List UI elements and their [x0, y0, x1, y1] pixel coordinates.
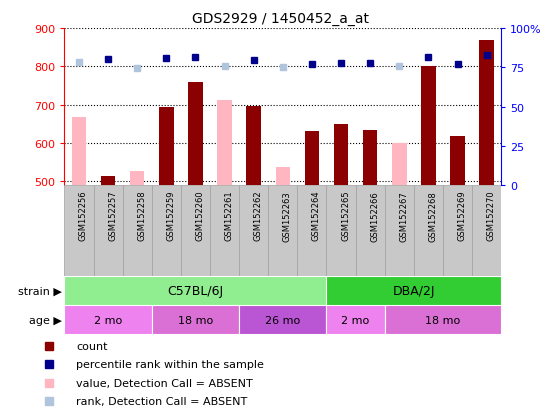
Bar [356, 186, 385, 277]
Bar [443, 186, 472, 277]
Text: DBA/2J: DBA/2J [393, 285, 435, 298]
Text: GSM152263: GSM152263 [283, 190, 292, 241]
Text: 18 mo: 18 mo [426, 315, 460, 325]
Text: 2 mo: 2 mo [94, 315, 122, 325]
Bar [239, 306, 326, 335]
Bar [326, 306, 385, 335]
Bar [246, 107, 261, 186]
Bar [276, 168, 290, 186]
Bar [450, 136, 465, 186]
Bar [334, 124, 348, 186]
Text: GSM152264: GSM152264 [312, 190, 321, 241]
Bar [130, 172, 144, 186]
Text: GSM152260: GSM152260 [195, 190, 204, 241]
Bar [305, 131, 319, 186]
Bar [472, 186, 501, 277]
Bar [188, 83, 203, 186]
Text: 26 mo: 26 mo [265, 315, 300, 325]
Text: GSM152269: GSM152269 [458, 190, 466, 241]
Bar [64, 186, 94, 277]
Bar [64, 277, 326, 306]
Text: GSM152267: GSM152267 [399, 190, 408, 241]
Bar [217, 101, 232, 186]
Bar [479, 41, 494, 186]
Bar [152, 306, 239, 335]
Text: rank, Detection Call = ABSENT: rank, Detection Call = ABSENT [76, 396, 248, 406]
Bar [239, 186, 268, 277]
Text: GSM152258: GSM152258 [137, 190, 146, 241]
Bar [181, 186, 210, 277]
Bar [297, 186, 326, 277]
Text: percentile rank within the sample: percentile rank within the sample [76, 359, 264, 369]
Bar [363, 131, 377, 186]
Bar [72, 118, 86, 186]
Bar [392, 144, 407, 186]
Text: GDS2929 / 1450452_a_at: GDS2929 / 1450452_a_at [192, 12, 368, 26]
Bar [421, 67, 436, 186]
Text: GSM152268: GSM152268 [428, 190, 437, 241]
Text: GSM152261: GSM152261 [225, 190, 234, 241]
Bar [326, 186, 356, 277]
Text: GSM152259: GSM152259 [166, 190, 175, 241]
Text: C57BL/6J: C57BL/6J [167, 285, 223, 298]
Bar [64, 306, 152, 335]
Text: GSM152257: GSM152257 [108, 190, 117, 241]
Text: value, Detection Call = ABSENT: value, Detection Call = ABSENT [76, 378, 253, 388]
Text: GSM152262: GSM152262 [254, 190, 263, 241]
Bar [159, 108, 174, 186]
Bar [326, 277, 501, 306]
Text: 2 mo: 2 mo [342, 315, 370, 325]
Text: age ▶: age ▶ [29, 315, 62, 325]
Text: strain ▶: strain ▶ [18, 286, 62, 296]
Text: 18 mo: 18 mo [178, 315, 213, 325]
Text: GSM152256: GSM152256 [79, 190, 88, 241]
Text: GSM152265: GSM152265 [341, 190, 350, 241]
Text: GSM152270: GSM152270 [487, 190, 496, 241]
Bar [152, 186, 181, 277]
Bar [414, 186, 443, 277]
Text: count: count [76, 341, 108, 351]
Bar [210, 186, 239, 277]
Bar [101, 177, 115, 186]
Bar [94, 186, 123, 277]
Bar [268, 186, 297, 277]
Bar [385, 186, 414, 277]
Bar [123, 186, 152, 277]
Text: GSM152266: GSM152266 [370, 190, 379, 241]
Bar [385, 306, 501, 335]
